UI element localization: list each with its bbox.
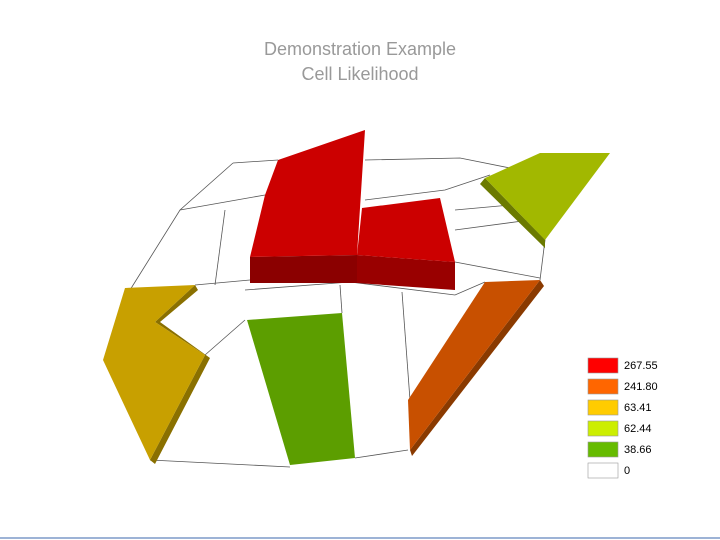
cell <box>247 313 355 465</box>
subtitle: Cell Likelihood <box>301 64 418 84</box>
title: Demonstration Example <box>264 39 456 59</box>
legend-swatch <box>587 357 619 374</box>
legend-swatch <box>587 399 619 416</box>
legend-swatch <box>587 462 619 479</box>
legend-label: 63.41 <box>624 402 652 414</box>
legend-label: 38.66 <box>624 444 652 456</box>
cell <box>357 198 455 262</box>
cell <box>250 130 365 257</box>
legend-swatch <box>587 378 619 395</box>
cells <box>103 130 610 465</box>
cell-side <box>480 178 545 248</box>
cell <box>485 153 610 240</box>
cell-side <box>410 280 544 456</box>
cell-side <box>357 255 455 290</box>
cell-side <box>250 255 357 283</box>
legend-label: 241.80 <box>624 381 658 393</box>
cell-side <box>150 285 210 464</box>
legend-swatch <box>587 441 619 458</box>
legend-swatch <box>587 420 619 437</box>
cell <box>408 280 540 450</box>
cell <box>103 285 205 460</box>
legend-label: 0 <box>624 465 630 477</box>
legend-label: 267.55 <box>624 360 658 372</box>
legend: 267.55 241.80 63.41 62.44 38.66 0 <box>587 357 658 479</box>
legend-label: 62.44 <box>624 423 652 435</box>
